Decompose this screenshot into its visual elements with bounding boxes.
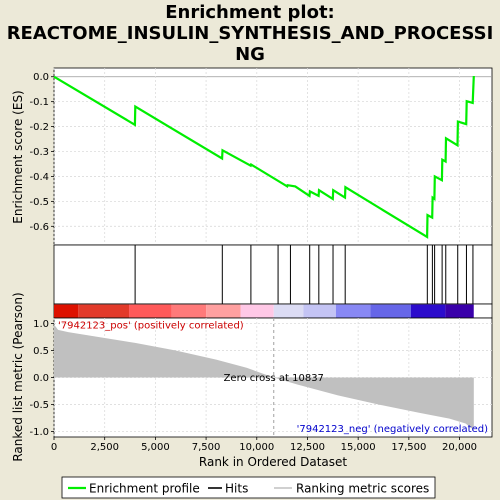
hit-lines [134, 245, 474, 304]
heatmap-segment [445, 304, 474, 318]
es-y-tick-label: -0.3 [29, 147, 49, 158]
chart-title: Enrichment plot: REACTOME_INSULIN_SYNTHE… [0, 2, 500, 65]
x-tick-label: 10,000 [239, 442, 274, 453]
es-y-axis-label: Enrichment score (ES) [11, 90, 25, 223]
es-gridlines [53, 68, 492, 245]
metric-x-ticks: 0 2,500 5,000 7,500 10,000 12,500 15,000 17,500… [51, 437, 477, 453]
heatmap-segment [171, 304, 207, 318]
heatmap-segment [54, 304, 79, 318]
heatmap-segment [370, 304, 411, 318]
es-curve [53, 75, 475, 239]
title-line-2: REACTOME_INSULIN_SYNTHESIS_AND_PROCESSI [6, 23, 494, 44]
legend-es-label: Enrichment profile [89, 482, 200, 496]
x-axis-label: Rank in Ordered Dataset [199, 455, 347, 469]
metric-y-tick-label: 0.5 [33, 346, 49, 357]
es-y-tick-label: -0.5 [29, 197, 49, 208]
legend-metric-label: Ranking metric scores [296, 482, 429, 496]
heatmap-segment [335, 304, 371, 318]
es-y-tick-label: -0.2 [29, 122, 49, 133]
metric-fill-area [54, 324, 474, 430]
neg-label: '7942123_neg' (negatively correlated) [297, 424, 488, 435]
heatmap-segment [303, 304, 336, 318]
es-plot-area [53, 67, 493, 246]
x-tick-label: 5,000 [141, 442, 170, 453]
es-y-ticks: 0.0 -0.1 -0.2 -0.3 -0.4 -0.5 -0.6 [29, 72, 54, 233]
heatmap-segment [78, 304, 130, 318]
es-y-tick-label: 0.0 [33, 72, 49, 83]
es-y-tick-label: -0.4 [29, 172, 49, 183]
metric-y-ticks: 1.0 0.5 0.0 -0.5 -1.0 [29, 319, 54, 438]
zero-cross-label: Zero cross at 10837 [224, 373, 324, 384]
metric-y-tick-label: 0.0 [33, 373, 49, 384]
legend-hits-label: Hits [225, 482, 248, 496]
metric-y-tick-label: 1.0 [33, 319, 49, 330]
legend: Enrichment profile Hits Ranking metric s… [61, 476, 436, 499]
metric-y-axis-label: Ranked list metric (Pearson) [11, 292, 25, 461]
x-tick-label: 0 [51, 442, 57, 453]
x-tick-label: 15,000 [341, 442, 376, 453]
heatmap-segment [410, 304, 446, 318]
es-y-tick-label: -0.6 [29, 222, 49, 233]
rank-heatmap [53, 303, 493, 319]
heatmap-segment [273, 304, 304, 318]
metric-panel: '7942123_pos' (positively correlated) Ze… [29, 317, 493, 469]
metric-y-tick-label: -0.5 [29, 400, 49, 411]
heatmap-segment [206, 304, 241, 318]
x-tick-label: 17,500 [391, 442, 426, 453]
x-tick-label: 20,000 [442, 442, 477, 453]
heatmap-segment [129, 304, 172, 318]
heatmap-segments [54, 304, 474, 318]
x-tick-label: 7,500 [192, 442, 221, 453]
metric-y-tick-label: -1.0 [29, 427, 49, 438]
x-tick-label: 2,500 [90, 442, 119, 453]
pos-label: '7942123_pos' (positively correlated) [58, 321, 244, 332]
hits-panel [53, 244, 493, 305]
es-panel: 0.0 -0.1 -0.2 -0.3 -0.4 -0.5 -0.6 [29, 67, 493, 246]
hits-area [53, 244, 493, 305]
es-y-tick-label: -0.1 [29, 97, 49, 108]
title-line-1: Enrichment plot: [165, 2, 335, 23]
x-tick-label: 12,500 [290, 442, 325, 453]
heatmap-segment [240, 304, 274, 318]
legend-box [61, 476, 436, 499]
title-line-3: NG [235, 44, 265, 65]
